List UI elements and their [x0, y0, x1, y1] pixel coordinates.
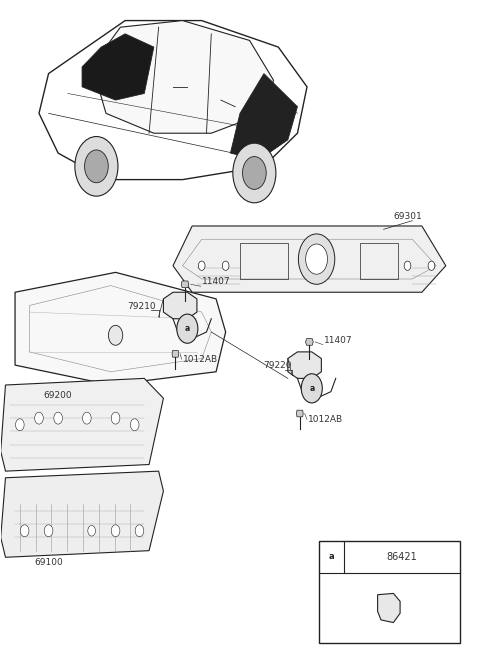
Circle shape	[54, 412, 62, 424]
Circle shape	[135, 525, 144, 537]
Circle shape	[111, 412, 120, 424]
Circle shape	[404, 261, 411, 270]
Circle shape	[177, 314, 198, 343]
Circle shape	[83, 412, 91, 424]
Bar	[53, 418, 68, 452]
Polygon shape	[306, 339, 313, 345]
FancyBboxPatch shape	[319, 540, 460, 643]
Bar	[82, 517, 99, 544]
Text: 1012AB: 1012AB	[308, 415, 343, 424]
Polygon shape	[173, 226, 446, 292]
Bar	[360, 242, 398, 279]
Circle shape	[222, 261, 229, 270]
Circle shape	[88, 525, 96, 536]
Circle shape	[131, 419, 139, 431]
Circle shape	[299, 234, 335, 284]
Circle shape	[233, 143, 276, 203]
Text: 11407: 11407	[324, 335, 352, 345]
Polygon shape	[15, 272, 226, 385]
Circle shape	[428, 261, 435, 270]
Polygon shape	[181, 281, 189, 288]
Polygon shape	[163, 292, 197, 319]
Text: 69200: 69200	[44, 391, 72, 400]
Polygon shape	[172, 351, 179, 357]
Circle shape	[242, 157, 266, 189]
Circle shape	[20, 525, 29, 537]
Circle shape	[108, 325, 123, 345]
Polygon shape	[0, 471, 163, 557]
Circle shape	[15, 419, 24, 431]
Polygon shape	[230, 74, 298, 160]
Circle shape	[383, 598, 392, 612]
Circle shape	[301, 374, 323, 403]
Text: 86421: 86421	[387, 552, 418, 562]
Circle shape	[323, 544, 341, 569]
Text: 69100: 69100	[34, 558, 63, 567]
Circle shape	[84, 150, 108, 183]
Text: 69301: 69301	[393, 212, 422, 221]
Polygon shape	[297, 410, 303, 417]
Bar	[240, 242, 288, 279]
Circle shape	[198, 261, 205, 270]
Circle shape	[306, 244, 327, 274]
Circle shape	[35, 412, 43, 424]
Text: a: a	[329, 552, 335, 561]
Polygon shape	[96, 21, 274, 133]
Text: 11407: 11407	[202, 278, 230, 286]
Circle shape	[44, 525, 53, 537]
Polygon shape	[39, 21, 307, 179]
Text: 1012AB: 1012AB	[182, 355, 218, 364]
Text: 79220: 79220	[263, 361, 291, 371]
Polygon shape	[82, 34, 154, 100]
Text: 79210: 79210	[128, 302, 156, 311]
Polygon shape	[288, 352, 322, 378]
Circle shape	[111, 525, 120, 537]
Text: a: a	[185, 324, 190, 333]
Circle shape	[75, 137, 118, 196]
Bar	[29, 418, 44, 452]
Text: a: a	[309, 384, 314, 393]
Polygon shape	[378, 594, 400, 623]
Polygon shape	[0, 378, 163, 471]
